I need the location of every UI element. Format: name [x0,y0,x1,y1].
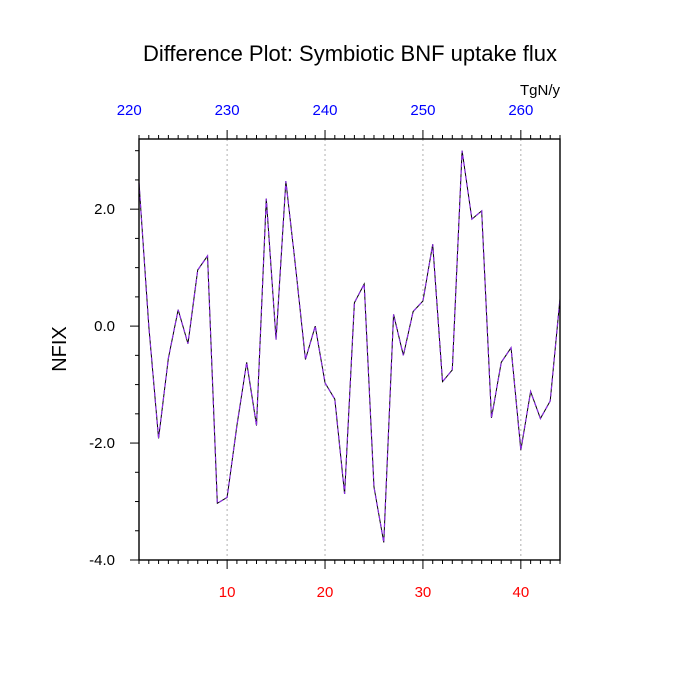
top-tick-label: 240 [313,102,338,119]
tick-labels: 10 20 30 40 220 230 240 250 260 2.0 0.0 -2.0 -4.0 [89,102,533,601]
series-line-dashed [138,150,561,543]
units-label: TgN/y [520,82,561,99]
x-tick-label: 20 [317,584,334,601]
y-tick-label: 2.0 [94,201,115,218]
top-tick-label: 230 [215,102,240,119]
plot-lines [138,150,561,543]
top-tick-label: 260 [508,102,533,119]
x-tick-label: 10 [219,584,236,601]
y-tick-label: 0.0 [94,318,115,335]
plot-frame [138,138,561,561]
y-axis-label: NFIX [49,326,71,372]
series-line-solid [138,150,561,543]
top-tick-label: 250 [410,102,435,119]
grid-lines [226,139,522,560]
axis-ticks [130,130,561,569]
top-tick-label: 220 [117,102,142,119]
chart-title: Difference Plot: Symbiotic BNF uptake fl… [143,41,557,66]
x-tick-label: 30 [415,584,432,601]
y-tick-label: -2.0 [89,435,115,452]
x-tick-label: 40 [512,584,529,601]
y-tick-label: -4.0 [89,552,115,569]
